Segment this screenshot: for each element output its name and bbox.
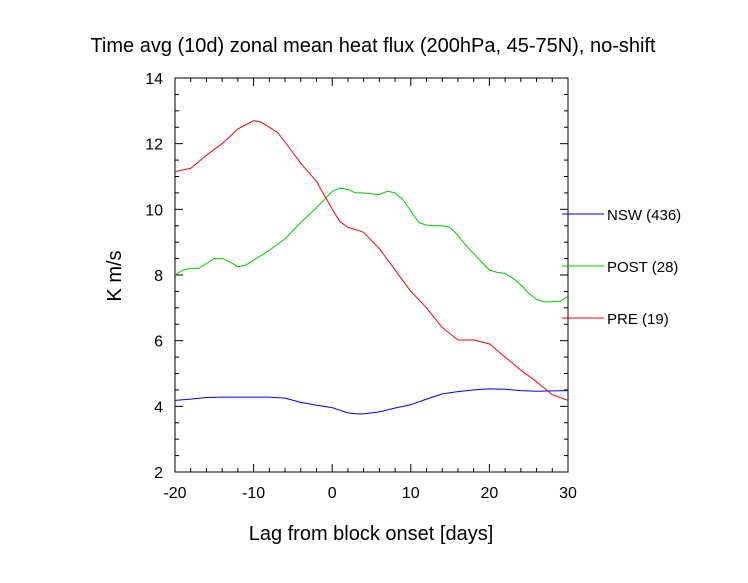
legend-label-2: PRE (19): [607, 311, 669, 328]
y-tick-label: 6: [154, 334, 163, 351]
x-axis-title: Lag from block onset [days]: [249, 523, 494, 545]
y-axis: 2 4 6 8 10 12 14: [145, 71, 568, 482]
chart-title: Time avg (10d) zonal mean heat flux (200…: [90, 35, 656, 57]
y-tick-label: 8: [154, 268, 163, 285]
y-tick-label: 4: [154, 399, 163, 416]
x-tick-label: 20: [481, 485, 499, 502]
y-tick-label: 2: [154, 465, 163, 482]
x-tick-label: -20: [163, 485, 186, 502]
y-tick-label: 14: [145, 71, 163, 88]
y-tick-label: 12: [145, 137, 163, 154]
y-tick-label: 10: [145, 202, 163, 219]
legend: NSW (436) POST (28) PRE (19): [562, 207, 681, 328]
x-axis: -20 -10 0 10 20 30: [163, 78, 577, 502]
series-line-0: [174, 388, 569, 415]
x-tick-label: 30: [559, 485, 577, 502]
legend-label-0: NSW (436): [607, 207, 681, 224]
legend-label-1: POST (28): [607, 259, 678, 276]
series-layer: [174, 120, 569, 415]
x-tick-label: -10: [242, 485, 265, 502]
x-tick-label: 10: [402, 485, 420, 502]
series-line-2: [174, 120, 569, 401]
x-tick-label: 0: [328, 485, 337, 502]
y-axis-title: K m/s: [104, 250, 126, 301]
series-line-1: [174, 187, 569, 303]
